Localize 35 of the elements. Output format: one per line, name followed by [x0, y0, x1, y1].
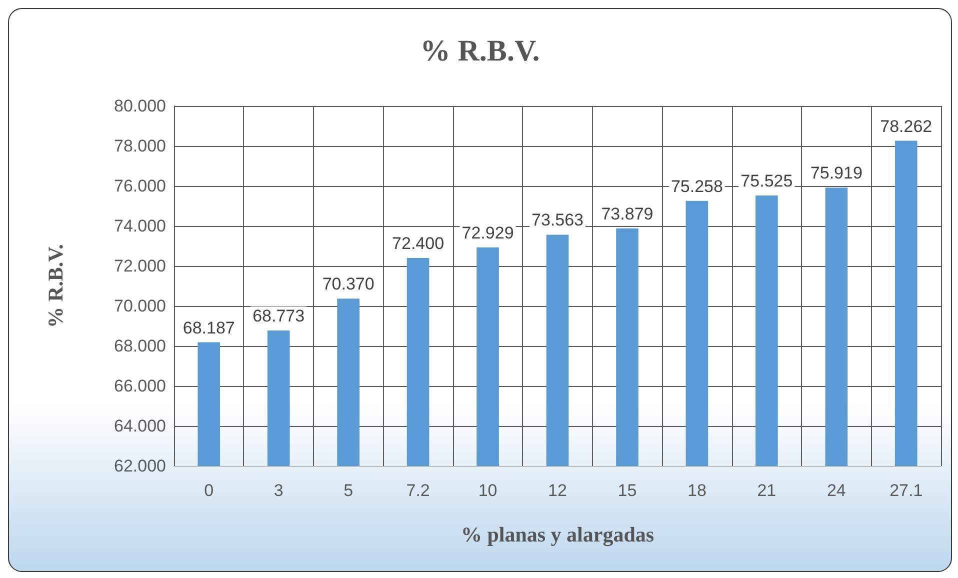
y-tick-label: 80.000: [114, 96, 166, 116]
x-tick-label: 10: [478, 481, 498, 500]
y-tick-label: 72.000: [114, 256, 166, 276]
x-tick-label: 18: [687, 481, 706, 500]
x-tick-label: 7.2: [406, 481, 430, 500]
data-label: 68.773: [252, 306, 305, 326]
data-label: 75.919: [810, 164, 862, 183]
y-axis-title: % R.B.V.: [44, 244, 68, 328]
x-tick-label: 5: [344, 481, 354, 500]
data-label: 73.879: [601, 204, 654, 224]
x-axis-title: % planas y alargadas: [460, 522, 654, 546]
x-tick-label: 15: [618, 481, 637, 500]
data-label: 72.929: [462, 223, 514, 242]
x-tick-label: 12: [548, 481, 567, 500]
y-tick-label: 68.000: [114, 336, 166, 356]
y-tick-label: 62.000: [114, 456, 166, 476]
data-label: 73.563: [532, 210, 584, 230]
chart-title: % R.B.V.: [420, 34, 540, 68]
data-label: 75.258: [670, 176, 723, 196]
data-label: 75.525: [740, 172, 793, 190]
data-label: 68.187: [182, 318, 235, 338]
x-tick-label: 21: [757, 481, 776, 500]
y-tick-label: 74.000: [114, 216, 166, 236]
y-tick-label: 70.000: [114, 296, 166, 316]
y-tick-label: 78.000: [114, 136, 166, 156]
y-tick-label: 66.000: [114, 376, 166, 396]
data-label: 78.262: [880, 116, 932, 136]
y-tick-label: 76.000: [114, 176, 166, 196]
x-tick-label: 3: [274, 481, 284, 500]
data-label: 72.400: [392, 234, 444, 253]
data-label: 70.370: [322, 274, 374, 294]
x-tick-label: 27.1: [890, 481, 923, 500]
x-tick-label: 24: [826, 481, 846, 500]
y-tick-label: 64.000: [114, 416, 166, 436]
x-tick-label: 0: [204, 481, 214, 500]
